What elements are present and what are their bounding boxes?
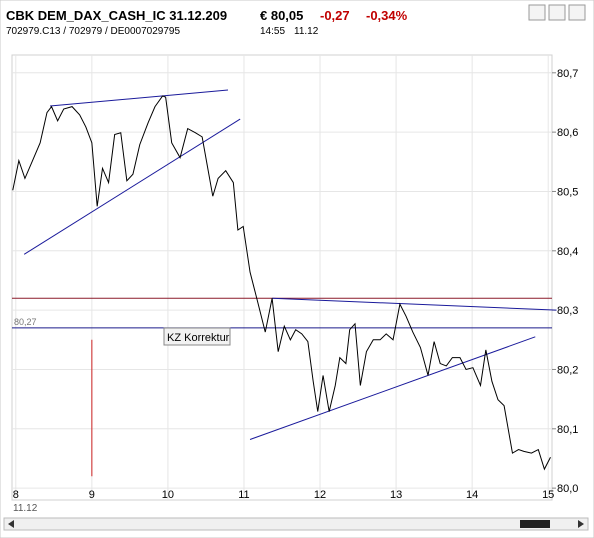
time: 14:55 [260,26,285,37]
x-tick-label: 10 [162,489,174,501]
scroll-thumb[interactable] [520,520,550,528]
icon-bars[interactable] [528,4,546,21]
ids: 702979.C13 / 702979 / DE0007029795 [6,26,180,37]
y-tick-label: 80,3 [557,305,578,317]
x-tick-label: 9 [89,489,95,501]
price-line [12,95,551,471]
scroll-track[interactable] [3,517,589,531]
trend-line [49,89,229,107]
icon-news[interactable] [548,4,566,21]
reference-label: 80,27 [14,317,37,327]
x-tick-label: 11 [238,489,249,501]
trend-line [249,336,536,440]
trend-line [23,118,241,255]
y-tick-label: 80,4 [557,246,578,258]
scroll-right[interactable] [578,520,584,528]
title: CBK DEM_DAX_CASH_IC 31.12.209 [6,8,227,23]
x-tick-label: 15 [542,489,554,501]
annotation-box [163,327,231,346]
y-tick-label: 80,5 [557,186,578,198]
date: 11.12 [294,26,319,37]
x-tick-label: 8 [13,489,19,501]
toolbar[interactable] [528,4,586,21]
annotation: KZ Korrektur [167,332,230,344]
y-tick-label: 80,1 [557,424,578,436]
y-tick-label: 80,6 [557,127,578,139]
x-sublabel: 11.12 [13,503,38,514]
plot-area [11,54,553,501]
scroll-left[interactable] [8,520,14,528]
y-tick-label: 80,2 [557,364,578,376]
x-tick-label: 14 [466,489,478,501]
change-pct: -0,34% [366,8,408,23]
x-tick-label: 12 [314,489,326,501]
icon-settings[interactable] [568,4,586,21]
price: € 80,05 [260,8,303,23]
y-tick-label: 80,0 [557,483,578,495]
trend-line [272,297,557,311]
y-tick-label: 80,7 [557,68,578,80]
plot: 80,0 80,1 80,2 80,3 80,4 80,5 80,6 80,7 8 9 10 11 12… [12,55,578,501]
x-tick-label: 13 [390,489,402,501]
scrollbar[interactable] [3,517,589,531]
change: -0,27 [320,8,350,23]
